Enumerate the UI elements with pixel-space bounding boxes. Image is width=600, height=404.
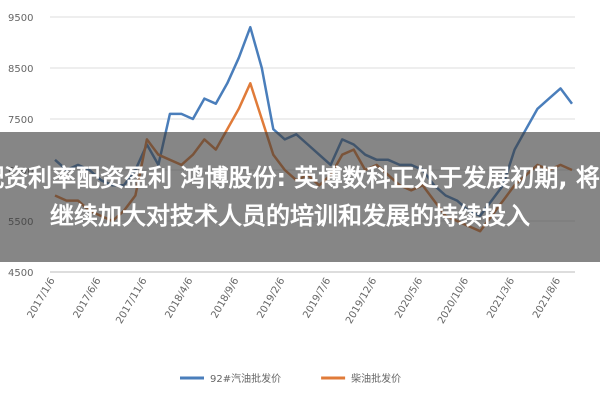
x-tick-label: 2019/7/6 — [301, 276, 333, 320]
y-tick-label: 7500 — [8, 115, 33, 126]
x-tick-label: 2018/4/6 — [163, 276, 195, 320]
x-tick-label: 2019/12/6 — [344, 276, 379, 326]
x-tick-label: 2020/10/6 — [436, 276, 471, 326]
caption: 配资利率配资盈利 鸿博股份: 英博数科正处于发展初期, 将继续加大对技术人员的培… — [0, 164, 600, 230]
x-tick-label: 2017/1/6 — [26, 276, 58, 320]
x-tick-label: 2021/3/6 — [485, 276, 517, 320]
y-tick-label: 9500 — [8, 13, 33, 24]
legend-label: 92#汽油批发价 — [210, 372, 281, 385]
x-tick-label: 2017/11/6 — [114, 276, 149, 326]
x-tick-label: 2019/2/6 — [255, 276, 287, 320]
x-tick-label: 2021/8/6 — [531, 276, 563, 320]
y-tick-label: 4500 — [8, 268, 33, 279]
x-tick-label: 2020/5/6 — [393, 276, 425, 320]
legend-label: 柴油批发价 — [351, 372, 401, 385]
x-tick-label: 2017/6/6 — [72, 276, 104, 320]
x-tick-label: 2018/9/6 — [209, 276, 241, 320]
caption-banner: 配资利率配资盈利 鸿博股份: 英博数科正处于发展初期, 将继续加大对技术人员的培… — [0, 132, 600, 262]
y-tick-label: 8500 — [8, 64, 33, 75]
